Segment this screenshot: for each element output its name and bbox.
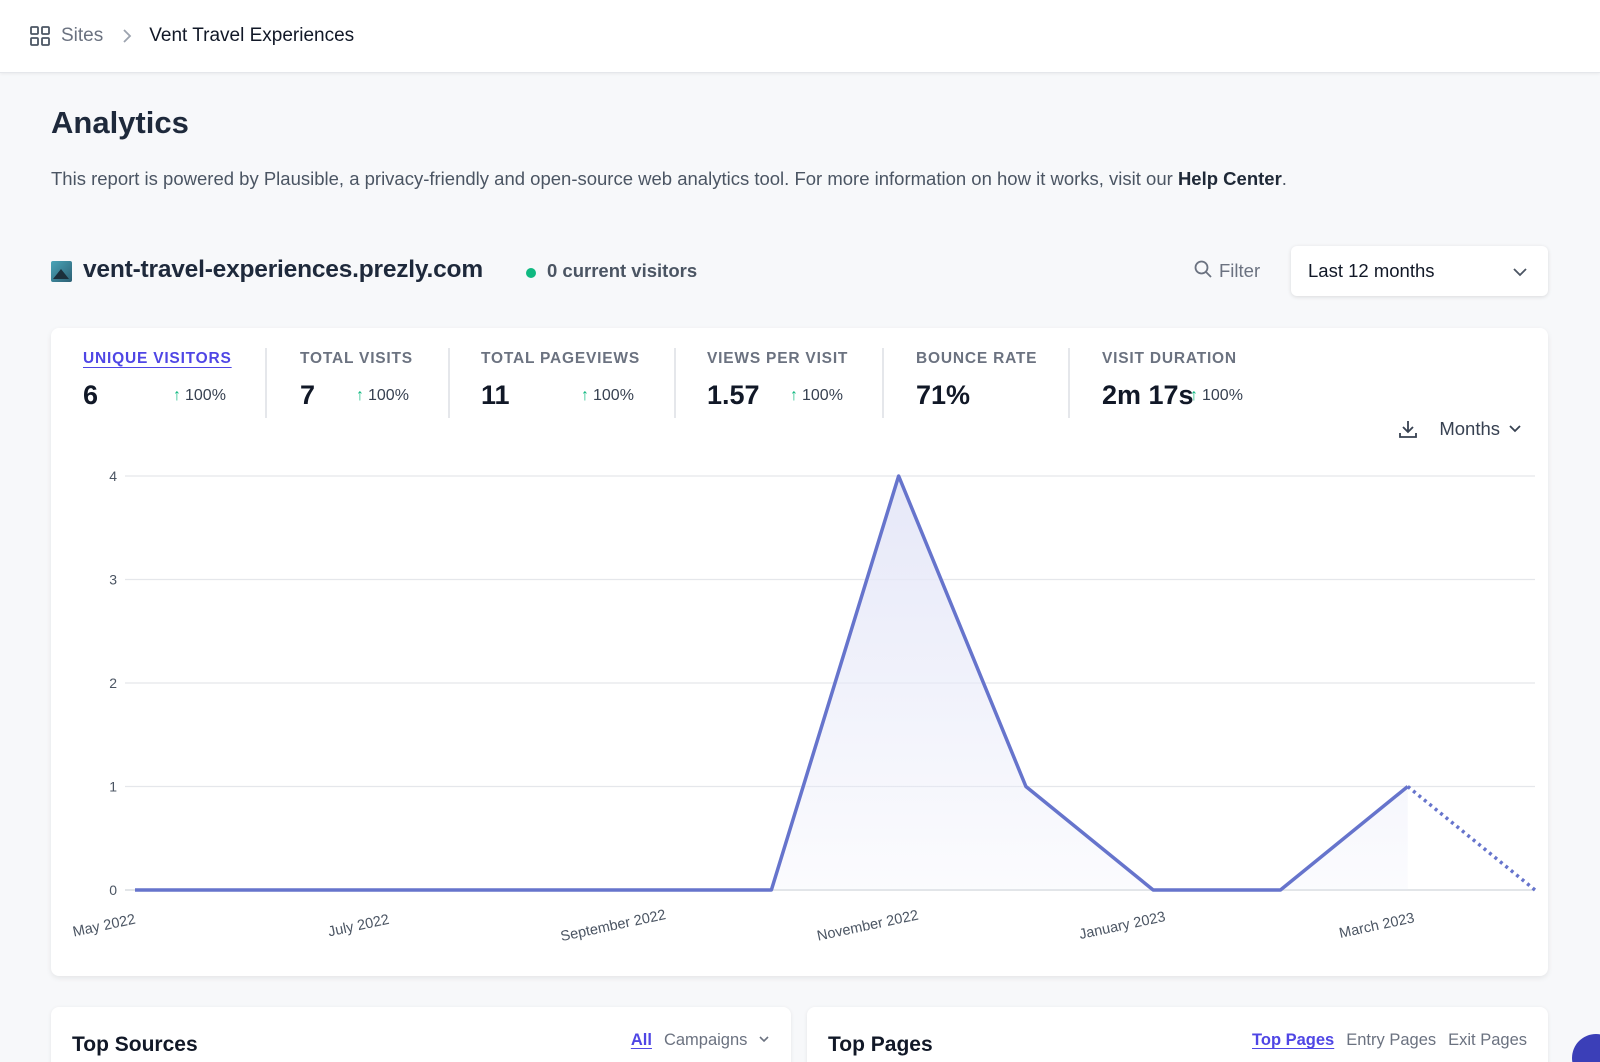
metric-bounce-rate[interactable]: BOUNCE RATE 71% (916, 350, 1038, 410)
metric-change: ↑ 100% (173, 387, 226, 405)
metric-value: 71% (916, 380, 971, 410)
pages-tabs: Top Pages Entry Pages Exit Pages (1252, 1031, 1527, 1050)
metric-change-value: 100% (802, 387, 843, 404)
tab-entry-pages[interactable]: Entry Pages (1346, 1031, 1437, 1049)
x-tick-label: July 2022 (327, 912, 391, 941)
metric-change: ↑ 100% (356, 387, 409, 405)
metric-total-visits[interactable]: TOTAL VISITS 7 ↑ 100% (300, 350, 413, 410)
metric-visit-duration[interactable]: VISIT DURATION 2m 17s ↑ 100% (1102, 350, 1243, 410)
metric-value: 7 (300, 380, 316, 410)
metrics-row: UNIQUE VISITORS 6 ↑ 100% TOTAL VISITS 7 ↑… (51, 328, 1548, 428)
interval-select[interactable]: Months (1439, 418, 1522, 440)
chevron-down-icon (1509, 425, 1521, 433)
x-tick-label: May 2022 (71, 912, 137, 941)
tab-campaigns-label: Campaigns (663, 1031, 748, 1049)
y-tick-label: 1 (109, 779, 117, 795)
divider (882, 348, 884, 418)
intro-body: This report is powered by Plausible, a p… (51, 168, 1178, 189)
arrow-up-icon: ↑ (356, 387, 364, 404)
metric-label: TOTAL VISITS (300, 350, 413, 367)
download-icon[interactable] (1397, 418, 1419, 440)
tab-exit-pages[interactable]: Exit Pages (1448, 1031, 1527, 1049)
metric-label: VIEWS PER VISIT (707, 350, 849, 367)
page-title: Analytics (51, 105, 189, 140)
arrow-up-icon: ↑ (790, 387, 798, 404)
metric-change-value: 100% (368, 387, 409, 404)
arrow-up-icon: ↑ (1190, 387, 1198, 404)
top-bar: Sites Vent Travel Experiences (0, 0, 1600, 73)
metric-change-value: 100% (1202, 387, 1243, 404)
sites-grid-icon[interactable] (29, 25, 51, 47)
metric-label: VISIT DURATION (1102, 350, 1237, 367)
top-sources-title: Top Sources (72, 1033, 198, 1056)
arrow-up-icon: ↑ (173, 387, 181, 404)
top-sources-card: Top Sources All Campaigns (51, 1007, 791, 1062)
tab-all[interactable]: All (630, 1031, 652, 1049)
metric-total-pageviews[interactable]: TOTAL PAGEVIEWS 11 ↑ 100% (481, 350, 640, 410)
visitors-chart: 0 1 2 3 4 May 2022 July 2022 September 2022 Nove… (71, 468, 1537, 945)
x-tick-label: March 2023 (1338, 910, 1416, 942)
y-tick-label: 4 (109, 468, 117, 484)
help-center-link[interactable]: Help Center (1177, 168, 1282, 189)
series-line-partial (1406, 785, 1537, 892)
metric-label: UNIQUE VISITORS (83, 350, 232, 367)
metric-value: 1.57 (707, 380, 760, 410)
metric-change-value: 100% (593, 387, 634, 404)
x-tick-label: September 2022 (559, 907, 667, 945)
metric-label: BOUNCE RATE (916, 350, 1038, 367)
divider (448, 348, 450, 418)
metric-label: TOTAL PAGEVIEWS (481, 350, 640, 367)
divider (265, 348, 267, 418)
metric-value: 2m 17s (1102, 380, 1194, 410)
top-pages-title: Top Pages (828, 1033, 933, 1056)
intro-text: This report is powered by Plausible, a p… (51, 168, 1287, 190)
chart-tools: Months (1397, 414, 1522, 444)
tab-campaigns[interactable]: Campaigns (664, 1031, 770, 1050)
site-header: vent-travel-experiences.prezly.com 0 cur… (51, 246, 1548, 296)
site-favicon-icon (51, 261, 72, 282)
site-domain[interactable]: vent-travel-experiences.prezly.com (83, 256, 483, 283)
breadcrumb-sites-link[interactable]: Sites (61, 25, 104, 46)
search-icon (1193, 259, 1213, 284)
interval-value: Months (1439, 418, 1500, 439)
y-tick-label: 3 (109, 572, 117, 588)
intro-end: . (1281, 168, 1287, 189)
divider (674, 348, 676, 418)
breadcrumb-chevron-icon (122, 29, 132, 43)
metric-change: ↑ 100% (581, 387, 634, 405)
breadcrumb-current: Vent Travel Experiences (149, 25, 355, 46)
sources-tabs: All Campaigns (631, 1031, 770, 1050)
x-tick-label: November 2022 (816, 908, 920, 945)
metric-views-per-visit[interactable]: VIEWS PER VISIT 1.57 ↑ 100% (707, 350, 849, 410)
current-visitors[interactable]: 0 current visitors (547, 260, 698, 281)
y-tick-label: 0 (109, 882, 117, 898)
metric-unique-visitors[interactable]: UNIQUE VISITORS 6 ↑ 100% (83, 350, 232, 410)
series-line (135, 474, 1409, 892)
analytics-card: UNIQUE VISITORS 6 ↑ 100% TOTAL VISITS 7 ↑… (51, 328, 1548, 976)
chevron-down-icon (759, 1036, 769, 1043)
metric-value: 6 (83, 380, 99, 410)
arrow-up-icon: ↑ (581, 387, 589, 404)
live-indicator-icon (526, 268, 536, 278)
help-widget-button[interactable] (1572, 1034, 1600, 1062)
metric-change: ↑ 100% (1190, 387, 1243, 405)
chevron-down-icon (1512, 263, 1528, 285)
y-tick-label: 2 (109, 675, 117, 691)
period-value: Last 12 months (1308, 260, 1435, 281)
x-tick-label: January 2023 (1078, 909, 1167, 943)
filter-button[interactable]: Filter (1193, 256, 1260, 286)
metric-change: ↑ 100% (790, 387, 843, 405)
top-pages-card: Top Pages Top Pages Entry Pages Exit Pag… (807, 1007, 1548, 1062)
metric-value: 11 (481, 380, 510, 410)
period-select[interactable]: Last 12 months (1291, 246, 1548, 296)
divider (1068, 348, 1070, 418)
tab-top-pages[interactable]: Top Pages (1252, 1031, 1335, 1049)
metric-change-value: 100% (185, 387, 226, 404)
filter-label: Filter (1219, 260, 1261, 281)
